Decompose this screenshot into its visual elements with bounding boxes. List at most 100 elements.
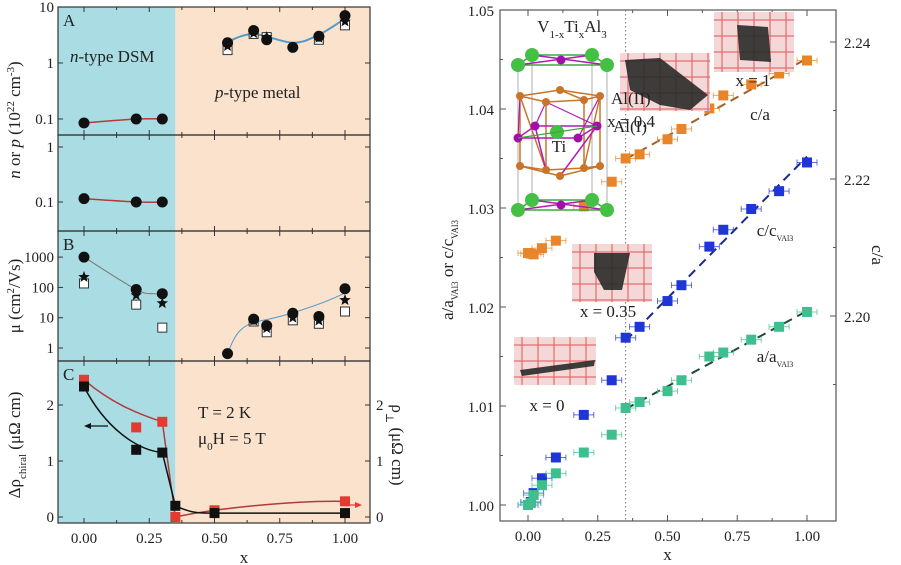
data-point-a-normalized	[550, 468, 561, 479]
text-span: or	[5, 148, 24, 171]
atom-al2	[580, 164, 588, 172]
bond-ti-center	[517, 125, 598, 139]
text-span: Ti	[564, 17, 579, 36]
right-y-tick-label: 1	[376, 454, 384, 470]
text-span: -type metal	[224, 83, 301, 102]
right-y-tick-label: 2.22	[844, 173, 870, 189]
text-span: 3	[601, 29, 607, 41]
data-point-c-over-a	[634, 149, 645, 160]
data-point-a-normalized	[634, 397, 645, 408]
text-span: p	[5, 139, 24, 149]
data-point-mobility	[339, 294, 351, 305]
y-tick-label: 1.02	[468, 301, 494, 317]
data-point-carrier-density	[78, 193, 90, 205]
bond-al2	[559, 89, 585, 101]
atom-al1	[556, 55, 566, 65]
dsm-region-background	[58, 7, 176, 523]
atom-ti	[511, 58, 525, 72]
panel-label-B: B	[63, 235, 74, 254]
bond-al2	[545, 99, 585, 103]
data-point-carrier-density	[130, 113, 142, 125]
atom-ti	[600, 58, 614, 72]
atom-ti	[525, 48, 539, 62]
text-span: μ (cm	[5, 293, 24, 333]
text-span: Δρ	[5, 479, 24, 498]
y-tick-label: 1	[47, 454, 55, 470]
sample-photo-x04	[620, 53, 710, 111]
atom-al2	[542, 166, 550, 174]
right-y-axis-title-resistivity: ρ⊥ (μΩ cm)	[383, 404, 407, 485]
annotation-n-type-dsm: n-type DSM	[70, 47, 155, 66]
data-point-c-normalized	[746, 203, 757, 214]
bond-al1	[517, 95, 521, 139]
x-axis-title: x	[240, 548, 249, 565]
bond-al2	[519, 95, 547, 171]
data-point-c-normalized	[704, 241, 715, 252]
structure-label-ti: Ti	[552, 137, 567, 156]
text-span: a/a	[757, 347, 777, 366]
arrowhead-left	[84, 423, 91, 429]
bond-al1	[517, 199, 593, 211]
y-axis-title-chiral-resistivity: Δρchiral (μΩ cm)	[5, 392, 29, 499]
annotation-field: μ0H = 5 T	[198, 429, 266, 453]
fit-line-c-normalized	[624, 155, 808, 342]
sample-photo-x0	[514, 337, 596, 385]
text-span: VAl3	[450, 220, 460, 239]
x-tick-label: 0.25	[136, 531, 162, 547]
data-point-mobility	[339, 283, 351, 295]
text-span: chiral	[17, 454, 29, 479]
data-point-a-normalized	[525, 498, 536, 509]
y-axis-title-mobility: μ (cm2/Vs)	[5, 259, 24, 334]
data-point-carrier-density	[78, 117, 90, 129]
data-point-rho-perp	[170, 512, 181, 522]
data-point-c-normalized	[676, 280, 687, 291]
y-tick-label: 2	[47, 398, 55, 414]
atom-al2	[580, 96, 588, 104]
bond-al2	[559, 89, 601, 97]
text-span: a/a	[438, 300, 457, 320]
data-point-c-over-a	[746, 79, 757, 90]
right-y-tick-label: 2.20	[844, 310, 870, 326]
y-tick-label: 1	[47, 341, 55, 357]
data-point-a-normalized	[528, 490, 539, 501]
fit-line-mobility-metal	[227, 292, 346, 354]
data-point-c-normalized	[620, 332, 631, 343]
text-span: -type DSM	[79, 47, 155, 66]
compound-formula-title: V1-xTixAl3	[537, 17, 607, 41]
atom-al2	[596, 92, 604, 100]
bond-al1	[559, 125, 598, 177]
data-point-delta-rho-chiral	[79, 381, 89, 392]
data-point-carrier-density	[339, 10, 351, 22]
y-tick-label: 1.00	[468, 499, 494, 515]
text-span: )	[5, 61, 24, 67]
text-span: (μΩ cm)	[388, 423, 407, 485]
data-point-c-normalized	[662, 296, 673, 307]
inset-label-x04: x = 0.4	[607, 112, 655, 131]
y-tick-label: 1000	[24, 250, 54, 266]
data-point-carrier-density	[130, 196, 142, 208]
data-point-c-normalized	[718, 224, 729, 235]
text-span: (μΩ cm)	[5, 392, 24, 454]
text-span: p	[214, 83, 224, 102]
atom-al1	[556, 200, 566, 210]
data-point-delta-rho-chiral	[157, 447, 168, 458]
data-point-a-normalized	[620, 402, 631, 413]
data-point-mobility	[340, 306, 350, 317]
y-axis-title-carrier-density: n or p (1022 cm-3)	[5, 61, 24, 178]
bond-al2	[519, 89, 561, 97]
y-tick-label: 10	[39, 311, 54, 327]
bond-al1	[531, 54, 608, 66]
data-point-a-normalized	[704, 351, 715, 362]
y-tick-label: 1	[47, 140, 55, 156]
bond-al2	[559, 165, 601, 177]
data-point-c-normalized	[606, 375, 617, 386]
arrowhead-right	[355, 502, 362, 508]
data-point-c-over-a	[802, 55, 812, 66]
x-tick-label: 0.50	[654, 529, 680, 545]
data-point-mobility	[78, 251, 90, 263]
bond-al2	[519, 165, 561, 177]
annotation-p-type-metal: p-type metal	[214, 83, 301, 102]
bond-al1	[534, 125, 547, 171]
data-point-rho-perp	[340, 496, 350, 507]
data-point-c-over-a	[550, 235, 561, 246]
